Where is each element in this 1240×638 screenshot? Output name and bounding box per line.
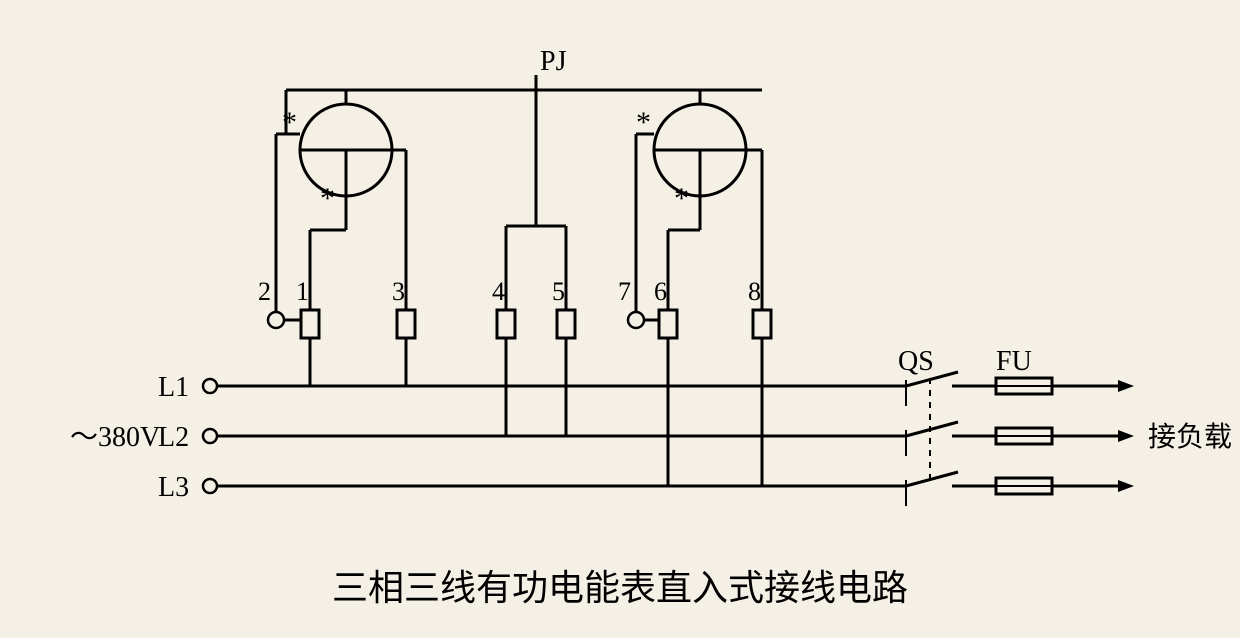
terminal-2-open: [268, 312, 284, 328]
bg: [0, 0, 1240, 638]
pj-label: PJ: [540, 46, 567, 77]
fu-fuse-group: [996, 378, 1052, 494]
terminal-6-num: 6: [654, 277, 667, 306]
load-label: 接负载: [1148, 421, 1232, 453]
terminal-3-num: 3: [392, 277, 405, 306]
star-right-2: *: [674, 182, 689, 215]
l3-terminal: [203, 479, 217, 493]
fu-label: FU: [996, 346, 1032, 377]
terminal-1: [301, 310, 319, 338]
terminal-4: [497, 310, 515, 338]
terminal-8-num: 8: [748, 277, 761, 306]
terminal-5: [557, 310, 575, 338]
voltage-label: ～380V: [70, 422, 160, 453]
caption: 三相三线有功电能表直入式接线电路: [332, 568, 908, 608]
circuit-diagram: PJ * * * *: [0, 0, 1240, 638]
terminal-4-num: 4: [492, 277, 505, 306]
terminal-5-num: 5: [552, 277, 565, 306]
l1-label: L1: [158, 372, 189, 403]
terminal-6: [659, 310, 677, 338]
qs-label: QS: [898, 346, 934, 377]
terminal-1-num: 1: [296, 277, 309, 306]
terminal-2-num: 2: [258, 277, 271, 306]
l2-label: L2: [158, 422, 189, 453]
terminal-8: [753, 310, 771, 338]
l1-terminal: [203, 379, 217, 393]
star-left-2: *: [320, 182, 335, 215]
terminal-7-open: [628, 312, 644, 328]
terminal-7-num: 7: [618, 277, 631, 306]
l3-label: L3: [158, 472, 189, 503]
l2-terminal: [203, 429, 217, 443]
terminal-3: [397, 310, 415, 338]
